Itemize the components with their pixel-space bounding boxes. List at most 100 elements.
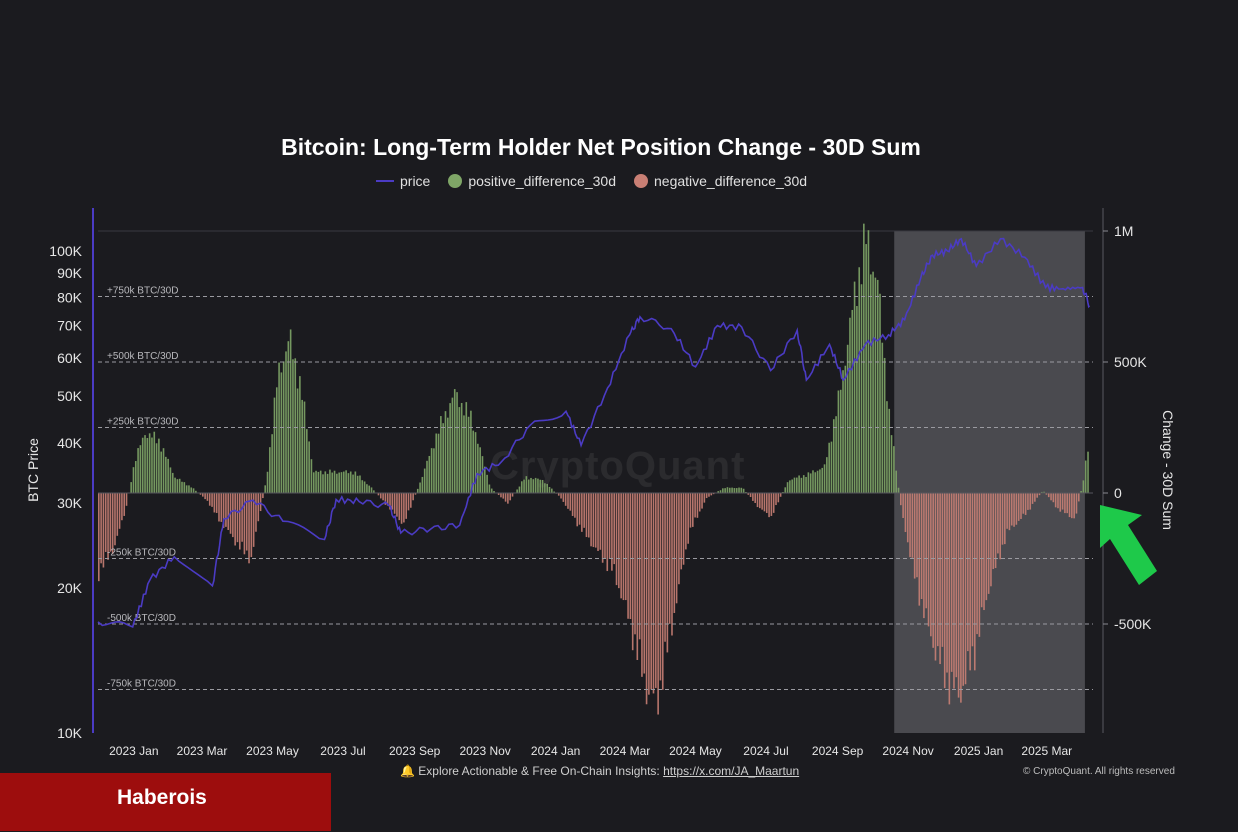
negative-bar (238, 493, 241, 550)
positive-bar (178, 478, 181, 493)
positive-bar (796, 477, 798, 493)
negative-bar (761, 493, 763, 510)
negative-bar (1036, 493, 1038, 498)
positive-bar (347, 473, 350, 493)
positive-bar (869, 274, 872, 493)
positive-bar (481, 456, 484, 493)
left-tick-label: 40K (57, 435, 83, 451)
positive-bar (477, 443, 479, 493)
positive-bar (544, 483, 546, 493)
negative-bar (1057, 493, 1059, 509)
negative-bar (920, 493, 923, 600)
negative-bar (1066, 493, 1069, 514)
positive-bar (490, 488, 493, 493)
negative-bar (116, 493, 119, 536)
positive-bar (292, 359, 294, 493)
positive-bar (726, 487, 729, 493)
negative-bar (412, 493, 414, 501)
negative-bar (925, 493, 928, 609)
negative-bar (752, 493, 754, 501)
negative-bar (250, 493, 253, 558)
chart-legend: price positive_difference_30d negative_d… (376, 173, 807, 189)
legend-label: negative_difference_30d (654, 173, 808, 189)
negative-bar (648, 493, 650, 695)
negative-bar (118, 493, 121, 529)
legend-item-positive[interactable]: positive_difference_30d (448, 173, 616, 189)
negative-bar (641, 493, 643, 677)
copyright: © CryptoQuant. All rights reserved (1023, 766, 1175, 777)
negative-bar (682, 493, 685, 565)
negative-bar (754, 493, 756, 503)
negative-bar (111, 493, 114, 554)
negative-bar (900, 493, 902, 506)
negative-bar (578, 493, 581, 525)
positive-bar (162, 448, 165, 493)
negative-bar (1050, 493, 1052, 501)
negative-bar (747, 493, 750, 495)
negative-bar (222, 493, 225, 528)
negative-bar (585, 493, 588, 538)
x-tick-label: 2025 Jan (954, 744, 1003, 758)
positive-bar (433, 448, 435, 493)
positive-bar (470, 410, 472, 493)
positive-bar (435, 433, 438, 493)
negative-bar (1038, 493, 1041, 496)
negative-bar (560, 493, 562, 499)
negative-bar (114, 493, 116, 546)
reference-line-label: -750k BTC/30D (107, 679, 176, 690)
negative-bar (696, 493, 699, 518)
negative-bar (687, 493, 689, 544)
negative-bar (969, 493, 971, 671)
negative-bar (100, 493, 102, 564)
negative-bar (407, 493, 410, 511)
positive-bar (192, 488, 195, 493)
positive-bar (458, 407, 461, 493)
negative-bar (225, 493, 227, 527)
watermark: CryptoQuant (490, 444, 746, 488)
negative-bar (622, 493, 625, 601)
negative-bar (994, 493, 997, 569)
positive-bar (336, 473, 338, 493)
green-arrow-icon (1100, 505, 1157, 585)
footer-link[interactable]: https://x.com/JA_Maartun (663, 764, 800, 778)
positive-bar (324, 471, 327, 493)
negative-bar (964, 493, 967, 685)
negative-bar (1010, 493, 1013, 526)
negative-bar (701, 493, 703, 509)
positive-bar (366, 484, 368, 493)
negative-bar (213, 493, 216, 513)
legend-item-price[interactable]: price (376, 173, 430, 189)
negative-bar (215, 493, 218, 513)
negative-bar (772, 493, 775, 513)
negative-bar (967, 493, 969, 652)
positive-bar (534, 477, 537, 493)
negative-bar (1045, 493, 1048, 495)
positive-bar (460, 403, 463, 493)
positive-bar (539, 479, 542, 493)
negative-bar (983, 493, 985, 611)
legend-item-negative[interactable]: negative_difference_30d (634, 173, 807, 189)
positive-bar (798, 475, 800, 493)
positive-bar (190, 487, 193, 493)
negative-bar (211, 493, 213, 507)
x-tick-label: 2024 Jan (531, 744, 580, 758)
positive-bar (493, 490, 495, 493)
negative-bar (615, 493, 618, 586)
left-tick-label: 90K (57, 265, 83, 281)
left-tick-label: 50K (57, 388, 83, 404)
negative-bar (400, 493, 403, 524)
x-tick-label: 2024 Sep (812, 744, 864, 758)
right-axis-label: Change - 30D Sum (1160, 410, 1176, 530)
positive-bar (849, 317, 851, 493)
positive-bar (842, 370, 844, 493)
positive-bar (326, 473, 329, 493)
negative-bar (405, 493, 407, 519)
positive-bar (148, 433, 151, 493)
negative-bar (125, 493, 128, 506)
negative-bar (107, 493, 109, 560)
negative-bar (379, 493, 382, 499)
negative-bar (650, 493, 652, 690)
positive-bar (368, 485, 371, 493)
negative-bar (511, 493, 514, 497)
positive-bar (809, 473, 812, 493)
